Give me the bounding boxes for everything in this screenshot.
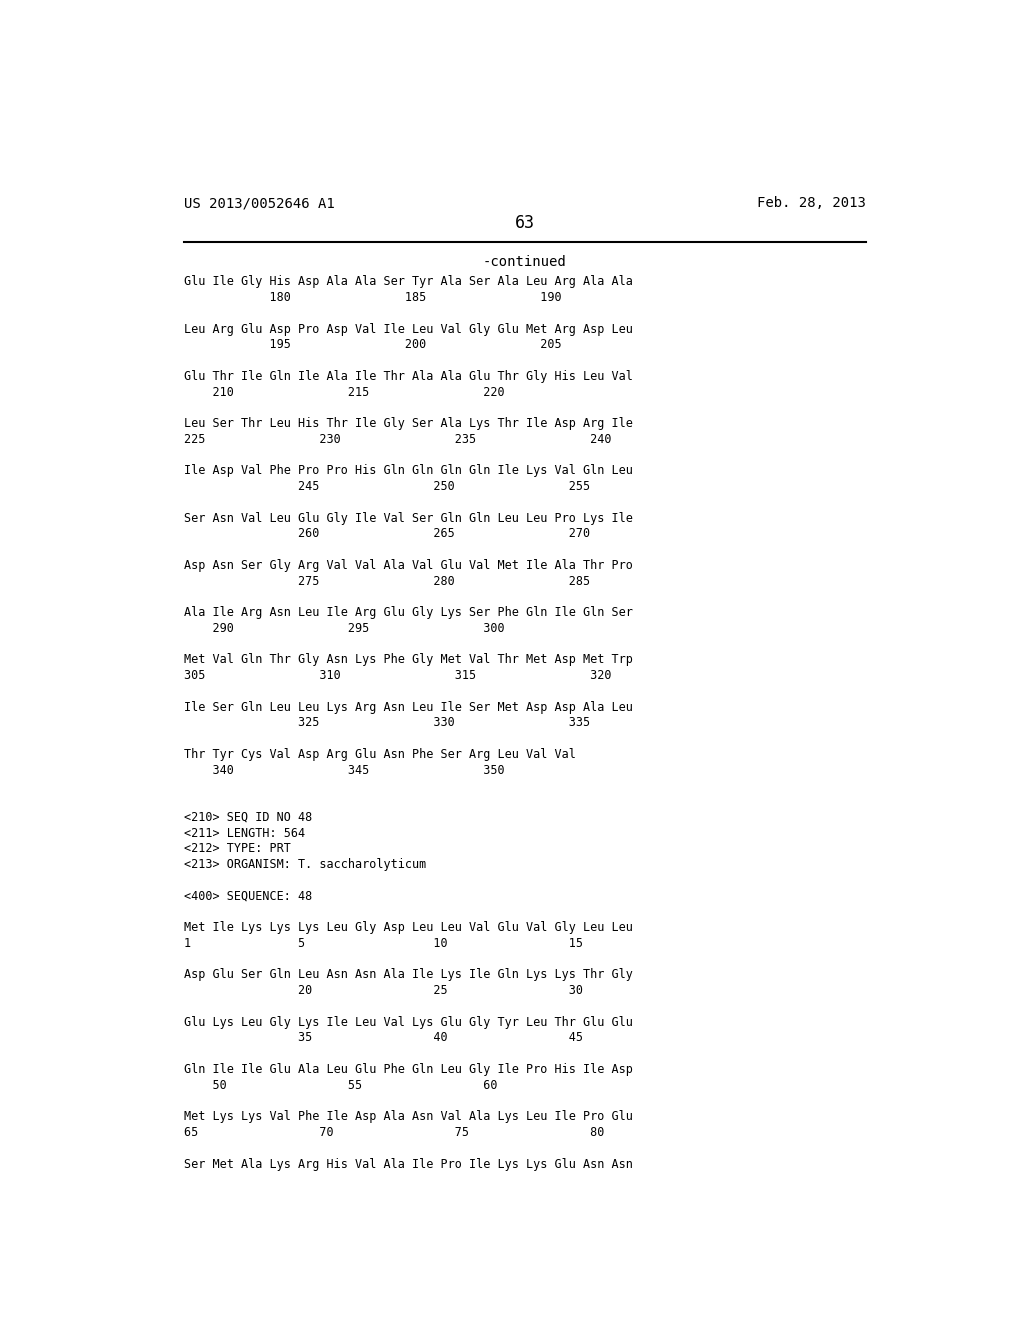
Text: Met Ile Lys Lys Lys Leu Gly Asp Leu Leu Val Glu Val Gly Leu Leu: Met Ile Lys Lys Lys Leu Gly Asp Leu Leu … [183, 921, 633, 935]
Text: Ile Asp Val Phe Pro Pro His Gln Gln Gln Gln Ile Lys Val Gln Leu: Ile Asp Val Phe Pro Pro His Gln Gln Gln … [183, 465, 633, 478]
Text: 35                 40                 45: 35 40 45 [183, 1031, 583, 1044]
Text: 260                265                270: 260 265 270 [183, 528, 590, 540]
Text: 195                200                205: 195 200 205 [183, 338, 561, 351]
Text: 305                310                315                320: 305 310 315 320 [183, 669, 611, 682]
Text: Ala Ile Arg Asn Leu Ile Arg Glu Gly Lys Ser Phe Gln Ile Gln Ser: Ala Ile Arg Asn Leu Ile Arg Glu Gly Lys … [183, 606, 633, 619]
Text: Gln Ile Ile Glu Ala Leu Glu Phe Gln Leu Gly Ile Pro His Ile Asp: Gln Ile Ile Glu Ala Leu Glu Phe Gln Leu … [183, 1063, 633, 1076]
Text: Met Lys Lys Val Phe Ile Asp Ala Asn Val Ala Lys Leu Ile Pro Glu: Met Lys Lys Val Phe Ile Asp Ala Asn Val … [183, 1110, 633, 1123]
Text: -continued: -continued [483, 255, 566, 269]
Text: Feb. 28, 2013: Feb. 28, 2013 [757, 195, 866, 210]
Text: Thr Tyr Cys Val Asp Arg Glu Asn Phe Ser Arg Leu Val Val: Thr Tyr Cys Val Asp Arg Glu Asn Phe Ser … [183, 748, 575, 760]
Text: 340                345                350: 340 345 350 [183, 764, 504, 776]
Text: Leu Arg Glu Asp Pro Asp Val Ile Leu Val Gly Glu Met Arg Asp Leu: Leu Arg Glu Asp Pro Asp Val Ile Leu Val … [183, 322, 633, 335]
Text: Asp Asn Ser Gly Arg Val Val Ala Val Glu Val Met Ile Ala Thr Pro: Asp Asn Ser Gly Arg Val Val Ala Val Glu … [183, 558, 633, 572]
Text: 210                215                220: 210 215 220 [183, 385, 504, 399]
Text: Leu Ser Thr Leu His Thr Ile Gly Ser Ala Lys Thr Ile Asp Arg Ile: Leu Ser Thr Leu His Thr Ile Gly Ser Ala … [183, 417, 633, 430]
Text: Ser Met Ala Lys Arg His Val Ala Ile Pro Ile Lys Lys Glu Asn Asn: Ser Met Ala Lys Arg His Val Ala Ile Pro … [183, 1158, 633, 1171]
Text: US 2013/0052646 A1: US 2013/0052646 A1 [183, 195, 334, 210]
Text: 180                185                190: 180 185 190 [183, 290, 561, 304]
Text: <211> LENGTH: 564: <211> LENGTH: 564 [183, 826, 305, 840]
Text: <400> SEQUENCE: 48: <400> SEQUENCE: 48 [183, 890, 311, 903]
Text: <213> ORGANISM: T. saccharolyticum: <213> ORGANISM: T. saccharolyticum [183, 858, 426, 871]
Text: Ile Ser Gln Leu Leu Lys Arg Asn Leu Ile Ser Met Asp Asp Ala Leu: Ile Ser Gln Leu Leu Lys Arg Asn Leu Ile … [183, 701, 633, 714]
Text: 1               5                  10                 15: 1 5 10 15 [183, 937, 583, 950]
Text: Ser Asn Val Leu Glu Gly Ile Val Ser Gln Gln Leu Leu Pro Lys Ile: Ser Asn Val Leu Glu Gly Ile Val Ser Gln … [183, 512, 633, 524]
Text: 63: 63 [515, 214, 535, 232]
Text: <212> TYPE: PRT: <212> TYPE: PRT [183, 842, 291, 855]
Text: Glu Lys Leu Gly Lys Ile Leu Val Lys Glu Gly Tyr Leu Thr Glu Glu: Glu Lys Leu Gly Lys Ile Leu Val Lys Glu … [183, 1015, 633, 1028]
Text: 50                 55                 60: 50 55 60 [183, 1078, 497, 1092]
Text: 65                 70                 75                 80: 65 70 75 80 [183, 1126, 604, 1139]
Text: <210> SEQ ID NO 48: <210> SEQ ID NO 48 [183, 810, 311, 824]
Text: 290                295                300: 290 295 300 [183, 622, 504, 635]
Text: 20                 25                 30: 20 25 30 [183, 985, 583, 997]
Text: 225                230                235                240: 225 230 235 240 [183, 433, 611, 446]
Text: Glu Ile Gly His Asp Ala Ala Ser Tyr Ala Ser Ala Leu Arg Ala Ala: Glu Ile Gly His Asp Ala Ala Ser Tyr Ala … [183, 276, 633, 288]
Text: Glu Thr Ile Gln Ile Ala Ile Thr Ala Ala Glu Thr Gly His Leu Val: Glu Thr Ile Gln Ile Ala Ile Thr Ala Ala … [183, 370, 633, 383]
Text: 325                330                335: 325 330 335 [183, 717, 590, 730]
Text: Asp Glu Ser Gln Leu Asn Asn Ala Ile Lys Ile Gln Lys Lys Thr Gly: Asp Glu Ser Gln Leu Asn Asn Ala Ile Lys … [183, 969, 633, 982]
Text: Met Val Gln Thr Gly Asn Lys Phe Gly Met Val Thr Met Asp Met Trp: Met Val Gln Thr Gly Asn Lys Phe Gly Met … [183, 653, 633, 667]
Text: 275                280                285: 275 280 285 [183, 574, 590, 587]
Text: 245                250                255: 245 250 255 [183, 480, 590, 494]
